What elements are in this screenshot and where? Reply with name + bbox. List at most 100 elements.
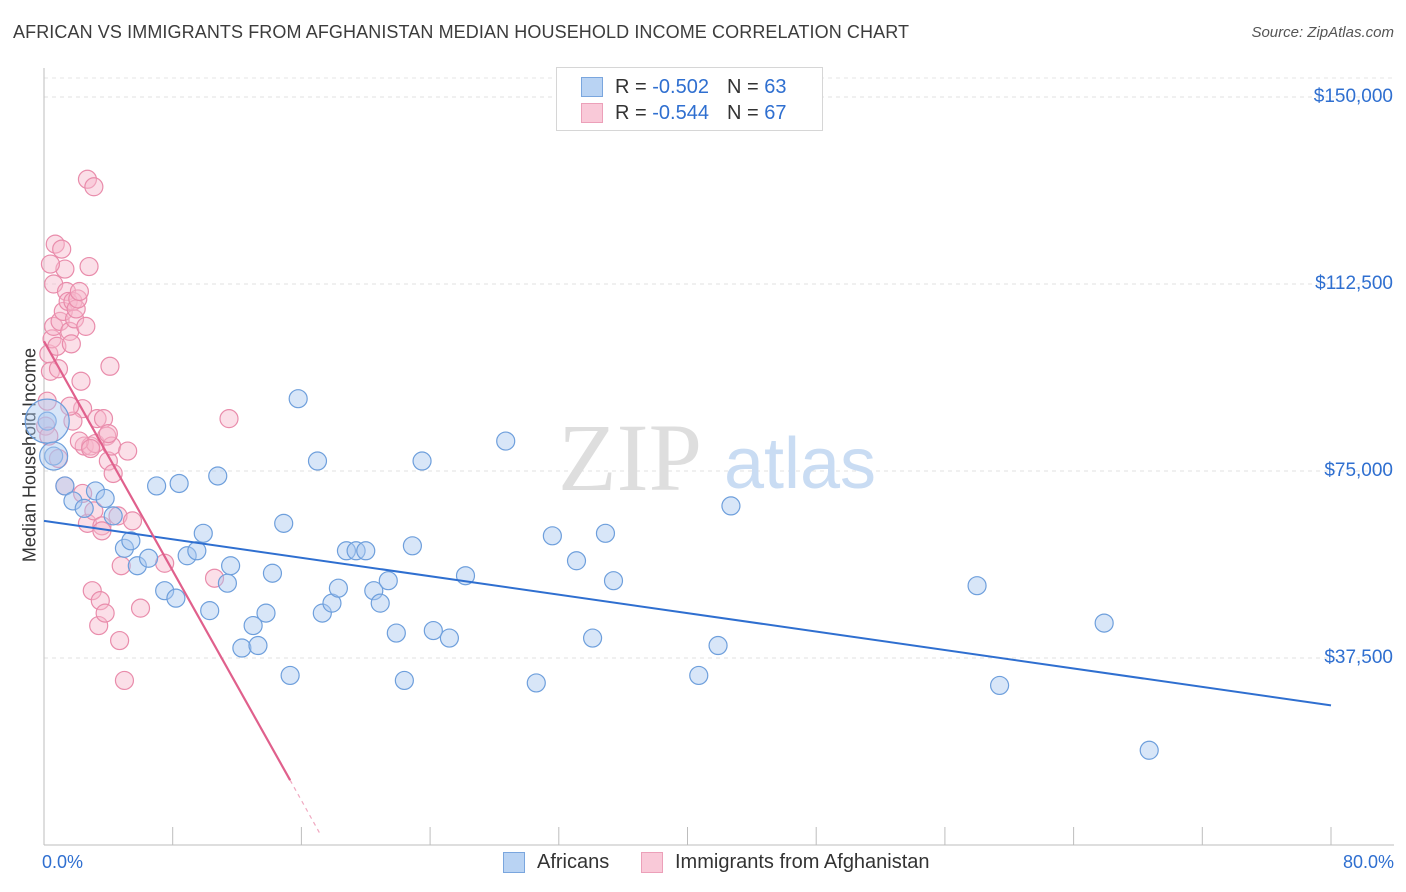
trend-lines [43,340,1332,836]
africans-point [232,638,252,658]
africans-point [248,635,268,656]
n-value: 67 [764,101,787,124]
africans-point [336,541,357,561]
afghanistan-point [111,556,131,576]
africans-point [370,593,390,613]
africans-point [967,576,987,596]
afghanistan-swatch [581,103,603,123]
y-tick-label: $37,500 [1324,647,1393,668]
africans-point [121,531,141,551]
afghanistan-point [122,511,143,531]
afghanistan-point [130,598,151,618]
africans-point [708,635,728,656]
africans-point [542,526,562,546]
africans-point [138,548,159,568]
afghanistan-point [90,591,110,611]
afghanistan-point [69,281,89,302]
afghanistan-point [84,177,104,197]
africans-point [288,389,308,409]
africans-point [1139,740,1159,760]
afghanistan-point [79,256,99,277]
afghanistan-point [40,254,61,274]
africans-trend-line [43,519,1332,707]
afghanistan-point [68,289,88,309]
afghanistan-point [55,259,75,279]
afghanistan-point [64,309,85,329]
r-value: -0.502 [652,75,709,98]
afghanistan-point [71,371,91,391]
r-label: R = [615,101,647,124]
correlation-legend: R = -0.502 N = 63 R = -0.544 N = 67 [556,67,823,131]
afghanistan-point [60,396,80,416]
afghanistan-point [82,581,102,601]
afghanistan-point [108,506,128,526]
source-credit: Source: ZipAtlas.com [1251,24,1394,41]
y-tick-label: $75,000 [1324,460,1393,481]
africans-point [412,451,432,471]
africans-point [63,491,83,511]
afghanistan-trend-line [43,340,292,781]
afghanistan-point [95,603,115,623]
legend-item-africans: Africans [503,851,609,874]
legend-label-afghanistan: Immigrants from Afghanistan [675,851,930,873]
afghanistan-point [52,239,72,259]
x-tick-min: 0.0% [42,852,84,872]
afghanistan-point [103,463,123,484]
africans-point [177,546,197,566]
africans-point [496,431,516,451]
afghanistan-point [110,630,130,651]
africans-point [689,665,709,686]
africans-legend-swatch [503,852,525,873]
africans-point [193,523,213,543]
africans-point [307,451,328,471]
afghanistan-point [114,670,135,691]
n-label: N = [726,101,759,124]
afghanistan-point [69,431,89,451]
watermark-zip: ZIP [558,404,702,511]
africans-point [166,588,186,608]
africans-point [989,675,1010,696]
africans-swatch [581,77,603,97]
africans-point [208,466,228,486]
y-tick-label: $150,000 [1313,86,1393,107]
africans-point [256,603,276,623]
afghanistan-point [40,361,61,381]
watermark: ZIP atlas [558,404,876,511]
axes [43,68,1394,846]
africans-point [328,578,349,598]
afghanistan-trend-extension [289,779,322,836]
africans-point [312,603,332,623]
africans-point [346,541,366,561]
africans-point [169,473,189,494]
afghanistan-point [98,424,118,444]
grid-lines [44,77,1394,659]
africans-point [74,498,94,518]
africans-point [37,411,57,431]
afghanistan-point [39,426,59,446]
legend-row-afghanistan: R = -0.544 N = 67 [581,100,786,126]
africans-point [364,581,384,601]
africans-point [394,670,414,691]
afghanistan-point [77,169,98,189]
africans-point [721,496,741,516]
y-tick-label: $112,500 [1315,273,1393,294]
africans-point [280,665,300,686]
legend-item-afghanistan: Immigrants from Afghanistan [641,851,930,874]
africans-point [221,556,241,576]
series-africans-points [24,389,1159,760]
africans-point [274,513,294,533]
africans-point [103,506,123,526]
afghanistan-point [219,409,239,429]
afghanistan-point [76,316,96,336]
africans-point [85,481,106,501]
africans-point [243,615,263,636]
africans-point [439,628,460,648]
africans-point [386,623,406,643]
africans-point [402,536,423,556]
africans-point [595,523,616,543]
legend-row-africans: R = -0.502 N = 63 [581,74,786,100]
africans-point [566,551,587,571]
africans-point [582,628,603,648]
afghanistan-point [204,568,225,588]
